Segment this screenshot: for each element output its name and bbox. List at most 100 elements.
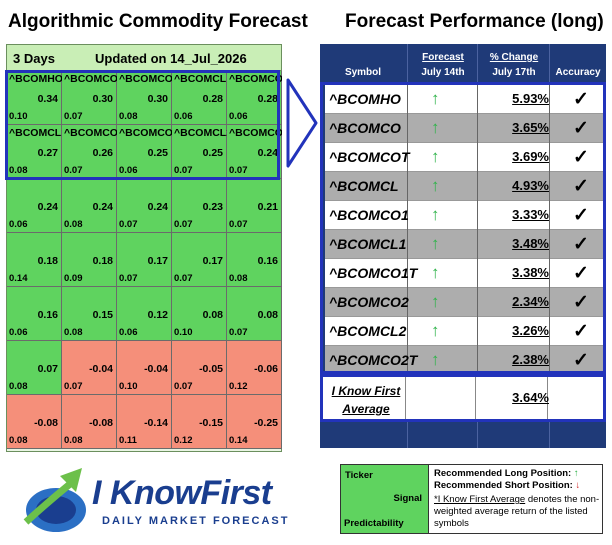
up-arrow-icon: ↑ [431,234,440,253]
grid-cell[interactable]: ^BCOMCL1 0.27 0.08 [7,125,62,179]
table-row[interactable]: ^BCOMCO ↑ 3.65% ✓ [325,114,606,143]
row-divider [407,114,408,143]
row-change: 2.38% [512,352,549,367]
row-divider [477,143,478,172]
cell-signal: -0.15 [199,417,223,429]
grid-cell[interactable]: 0.21 0.07 [227,179,282,233]
grid-cell[interactable]: 0.16 0.06 [7,287,62,341]
grid-cell[interactable]: 0.24 0.06 [7,179,62,233]
table-row[interactable]: ^BCOMHO ↑ 5.93% ✓ [325,85,606,114]
grid-cell[interactable]: 0.12 0.06 [117,287,172,341]
grid-cell[interactable]: ^BCOMCO1T 0.26 0.07 [62,125,117,179]
table-row[interactable]: ^BCOMCOT ↑ 3.69% ✓ [325,143,606,172]
grid-cell[interactable]: 0.16 0.08 [227,233,282,287]
grid-cell[interactable]: 0.23 0.07 [172,179,227,233]
checkmark-icon: ✓ [573,350,589,371]
row-symbol: ^BCOMCL [329,178,399,194]
cell-signal: -0.08 [34,417,58,429]
average-label[interactable]: I Know First Average [331,382,401,418]
cell-signal: 0.07 [37,363,58,375]
up-arrow-icon: ↑ [431,89,440,108]
cell-predictability: 0.07 [229,165,248,176]
cell-signal: 0.25 [202,147,223,159]
cell-signal: -0.05 [199,363,223,375]
cell-predictability: 0.06 [229,111,248,122]
legend-short: Recommended Short Position: ↓ [434,480,580,491]
grid-cell[interactable]: -0.14 0.11 [117,395,172,449]
grid-cell[interactable]: 0.08 0.10 [172,287,227,341]
row-symbol: ^BCOMHO [329,91,401,107]
grid-cell[interactable]: ^BCOMCL 0.28 0.06 [172,71,227,125]
table-row[interactable]: ^BCOMCO2T ↑ 2.38% ✓ [325,346,606,375]
grid-cell[interactable]: -0.08 0.08 [62,395,117,449]
grid-cell[interactable]: ^BCOMCO 0.30 0.07 [62,71,117,125]
cell-signal: 0.28 [257,93,278,105]
up-arrow-icon: ↑ [431,118,440,137]
grid-header: 3 Days Updated on 14_Jul_2026 [7,45,281,71]
checkmark-icon: ✓ [573,234,589,255]
logo-arrow-icon [23,468,86,532]
cell-predictability: 0.10 [174,327,193,338]
cell-predictability: 0.07 [174,381,193,392]
table-row[interactable]: ^BCOMCO1T ↑ 3.38% ✓ [325,259,606,288]
grid-cell[interactable]: -0.25 0.14 [227,395,282,449]
grid-cell[interactable]: ^BCOMCO2T 0.24 0.07 [227,125,282,179]
grid-cell[interactable]: 0.17 0.07 [172,233,227,287]
grid-cell[interactable]: -0.06 0.12 [227,341,282,395]
grid-cell[interactable]: 0.24 0.07 [117,179,172,233]
cell-signal: 0.17 [147,255,168,267]
grid-cell[interactable]: 0.18 0.09 [62,233,117,287]
grid-cell[interactable]: 0.08 0.07 [227,287,282,341]
table-row[interactable]: ^BCOMCL1 ↑ 3.48% ✓ [325,230,606,259]
row-divider [477,114,478,143]
row-divider [407,201,408,230]
grid-cell[interactable]: 0.24 0.08 [62,179,117,233]
grid-cell[interactable]: -0.04 0.10 [117,341,172,395]
row-symbol: ^BCOMCO1 [329,207,409,223]
cell-signal: 0.24 [257,147,278,159]
row-divider [549,230,550,259]
row-divider [477,346,478,375]
grid-cell[interactable]: ^BCOMCL2 0.25 0.07 [172,125,227,179]
average-row: I Know First Average 3.64% [320,374,606,422]
legend-note-text: denotes the non-weighted average return … [434,494,600,529]
row-divider [407,259,408,288]
cell-predictability: 0.10 [9,111,28,122]
grid-cell[interactable]: 0.07 0.08 [7,341,62,395]
cell-predictability: 0.08 [64,327,83,338]
table-row[interactable]: ^BCOMCL ↑ 4.93% ✓ [325,172,606,201]
grid-cell[interactable]: -0.05 0.07 [172,341,227,395]
grid-cell[interactable]: 0.18 0.14 [7,233,62,287]
checkmark-icon: ✓ [573,263,589,284]
cell-signal: -0.25 [254,417,278,429]
table-row[interactable]: ^BCOMCO2 ↑ 2.34% ✓ [325,288,606,317]
up-arrow-icon: ↑ [431,350,440,369]
up-arrow-icon: ↑ [431,321,440,340]
cell-signal: 0.16 [257,255,278,267]
cell-signal: 0.08 [257,309,278,321]
cell-predictability: 0.07 [174,273,193,284]
grid-cell[interactable]: -0.15 0.12 [172,395,227,449]
grid-cell[interactable]: ^BCOMCO1 0.28 0.06 [227,71,282,125]
grid-cell[interactable]: ^BCOMHO 0.34 0.10 [7,71,62,125]
grid-cell[interactable]: ^BCOMCOT 0.30 0.08 [117,71,172,125]
row-divider [549,201,550,230]
legend-note-link[interactable]: *I Know First Average [434,494,526,505]
cell-predictability: 0.09 [64,273,83,284]
table-row[interactable]: ^BCOMCL2 ↑ 3.26% ✓ [325,317,606,346]
cell-ticker: ^BCOMCL2 [174,127,227,139]
grid-cell[interactable]: ^BCOMCO2 0.25 0.06 [117,125,172,179]
cell-ticker: ^BCOMCO2T [229,127,282,139]
grid-cell[interactable]: -0.08 0.08 [7,395,62,449]
cell-signal: 0.30 [92,93,113,105]
grid-cell[interactable]: 0.17 0.07 [117,233,172,287]
grid-cell[interactable]: -0.04 0.07 [62,341,117,395]
up-arrow-icon: ↑ [573,468,579,479]
legend-box: Ticker Signal Predictability Recommended… [340,464,603,534]
row-divider [407,143,408,172]
row-change: 5.93% [512,91,549,106]
row-divider [549,172,550,201]
up-arrow-icon: ↑ [431,205,440,224]
grid-cell[interactable]: 0.15 0.08 [62,287,117,341]
table-row[interactable]: ^BCOMCO1 ↑ 3.33% ✓ [325,201,606,230]
